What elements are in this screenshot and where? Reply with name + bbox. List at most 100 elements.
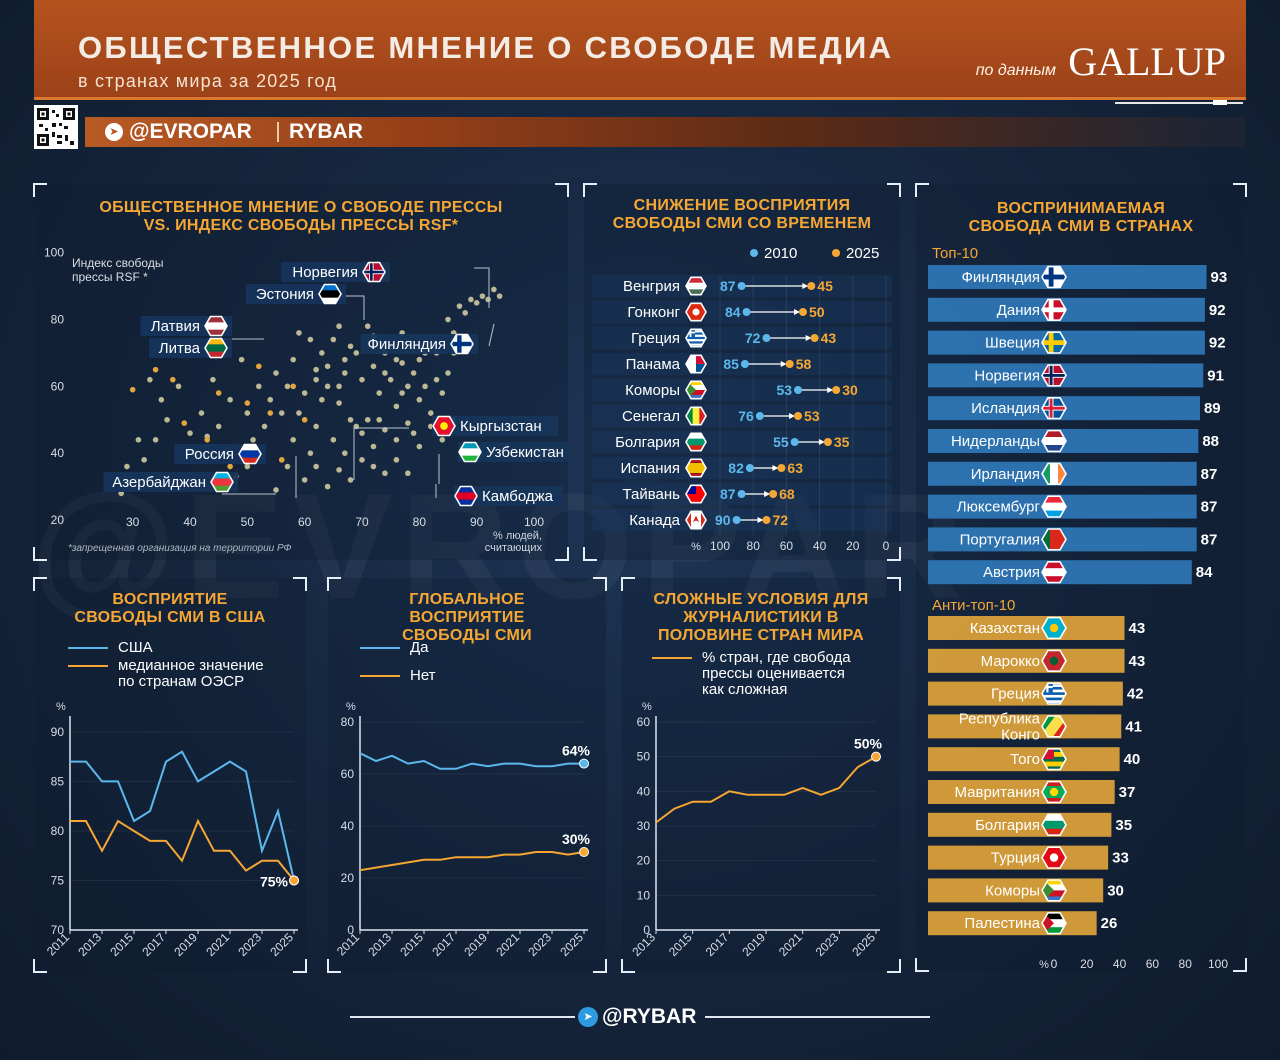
bars-xtick: 60 xyxy=(1146,957,1160,971)
scatter-point xyxy=(290,437,297,443)
bar-country: Конго xyxy=(1001,726,1040,743)
finland-flag-border xyxy=(1041,265,1067,289)
scatter-xlabel-line1: % людей, xyxy=(493,530,542,542)
bar-value: 43 xyxy=(1129,653,1146,670)
dumbbell-country: Болгария xyxy=(615,434,680,451)
hungary-flag-icon xyxy=(686,277,706,295)
legend-label: Да xyxy=(410,639,429,656)
legend-2010-marker xyxy=(750,249,758,257)
dumbbell-2010-value: 87 xyxy=(720,486,736,502)
scatter-point xyxy=(301,477,308,483)
scatter-point xyxy=(416,396,423,403)
dumbbell-2025-value: 30 xyxy=(842,382,858,398)
scatter-point xyxy=(347,343,354,350)
header-banner: ОБЩЕСТВЕННОЕ МНЕНИЕ О СВОБОДЕ МЕДИА в ст… xyxy=(34,0,1246,100)
scatter-country-label: Кыргызстан xyxy=(460,418,542,435)
xtick: 2013 xyxy=(75,930,104,959)
turkey-flag-border xyxy=(1041,846,1067,869)
footer-handle[interactable]: @RYBAR xyxy=(602,1005,697,1028)
bar-value: 93 xyxy=(1211,269,1228,286)
finland-flag-icon xyxy=(451,334,473,354)
dumbbell-2025-point xyxy=(762,516,771,524)
scatter-point xyxy=(359,430,365,436)
scatter-point xyxy=(313,423,319,430)
bar-value: 87 xyxy=(1201,466,1218,483)
dumbbell-2010-value: 76 xyxy=(738,408,754,424)
scatter-xtick: 30 xyxy=(126,515,140,529)
bar-value: 41 xyxy=(1125,718,1142,735)
scatter-country-label: Финляндия xyxy=(368,336,446,353)
scatter-point xyxy=(347,416,354,423)
scatter-label-bg xyxy=(245,284,346,304)
scatter-xtick: 60 xyxy=(298,515,312,529)
scatter-point xyxy=(278,410,285,416)
finland-flag-icon xyxy=(1042,266,1066,288)
kazakhstan-flag-border xyxy=(1041,616,1067,640)
series-line xyxy=(70,818,295,882)
hungary-flag-border xyxy=(685,276,707,296)
morocco-flag-border xyxy=(1041,649,1067,673)
dumbbell-country: Панама xyxy=(626,356,681,373)
scatter-point xyxy=(313,463,319,470)
series-line xyxy=(655,755,877,824)
bulgaria-flag-icon xyxy=(686,433,706,451)
scatter-point xyxy=(267,396,274,403)
dumbbell-2025-value: 63 xyxy=(787,460,803,476)
dumbbell-2025-point xyxy=(777,464,786,472)
bulgaria-flag-border xyxy=(685,432,707,452)
scatter-ytick: 80 xyxy=(51,313,65,327)
bar xyxy=(928,780,1115,804)
scatter-point xyxy=(244,463,251,470)
dumbbell-2010-value: 85 xyxy=(723,356,739,372)
scatter-point xyxy=(152,437,159,443)
scatter-point xyxy=(336,467,342,473)
spain-flag-border xyxy=(685,458,707,478)
scatter-point xyxy=(359,457,365,463)
togo-flag-icon xyxy=(1042,748,1066,770)
scatter-point xyxy=(215,423,222,430)
bar-country: Швеция xyxy=(985,335,1040,352)
scatter-point xyxy=(124,463,130,470)
dumbbell-xunit: % xyxy=(691,541,701,553)
scatter-point xyxy=(393,403,400,410)
telegram-icon[interactable]: ➤ xyxy=(105,123,123,141)
qr-code-icon[interactable] xyxy=(34,105,78,149)
gallup-logo: GALLUP xyxy=(1068,39,1226,84)
dumbbell-2010-point xyxy=(732,516,741,524)
ytick: 0 xyxy=(643,923,650,937)
scatter-ytick: 100 xyxy=(44,246,64,260)
mauritania-flag-icon xyxy=(1042,781,1066,803)
scatter-point xyxy=(342,450,348,456)
bar-value: 40 xyxy=(1124,751,1141,768)
scatter-point xyxy=(330,437,337,443)
scatter-point xyxy=(313,366,319,373)
scatter-point xyxy=(393,356,400,363)
scatter-point xyxy=(187,430,193,436)
dumbbell-arrow xyxy=(757,517,764,523)
scatter-point xyxy=(147,376,153,383)
bars-title: ВОСПРИНИМАЕМАЯ СВОБОДА СМИ В СТРАНАХ xyxy=(968,200,1194,235)
dumbbell-2025-value: 72 xyxy=(772,512,788,528)
telegram-icon[interactable]: ➤ xyxy=(578,1007,598,1027)
bars-xunit: % xyxy=(1039,959,1049,971)
bar xyxy=(928,812,1112,837)
azerbaijan-flag-icon xyxy=(211,472,233,492)
ytick: 20 xyxy=(637,854,651,868)
scatter-point xyxy=(428,410,434,416)
scatter-point xyxy=(319,350,325,356)
scatter-footnote: *запрещенная организация на территории Р… xyxy=(68,543,292,554)
brand-handle[interactable]: @EVROPAR xyxy=(129,120,252,143)
netherlands-flag-icon xyxy=(1042,430,1066,452)
scatter-point xyxy=(284,463,291,470)
mauritania-flag-border xyxy=(1041,780,1067,804)
dumbbell-2010-point xyxy=(740,360,749,368)
dumbbell-2025-value: 50 xyxy=(809,304,825,320)
series-end-label: 75% xyxy=(260,873,289,889)
legend-label: по странам ОЭСР xyxy=(118,673,244,690)
scatter-point xyxy=(479,293,486,299)
greece-flag-border xyxy=(685,328,707,348)
bars-xtick: 20 xyxy=(1080,957,1094,971)
dumbbell-arrow xyxy=(827,387,834,393)
scatter-point xyxy=(468,296,474,303)
scatter-point xyxy=(256,383,262,390)
